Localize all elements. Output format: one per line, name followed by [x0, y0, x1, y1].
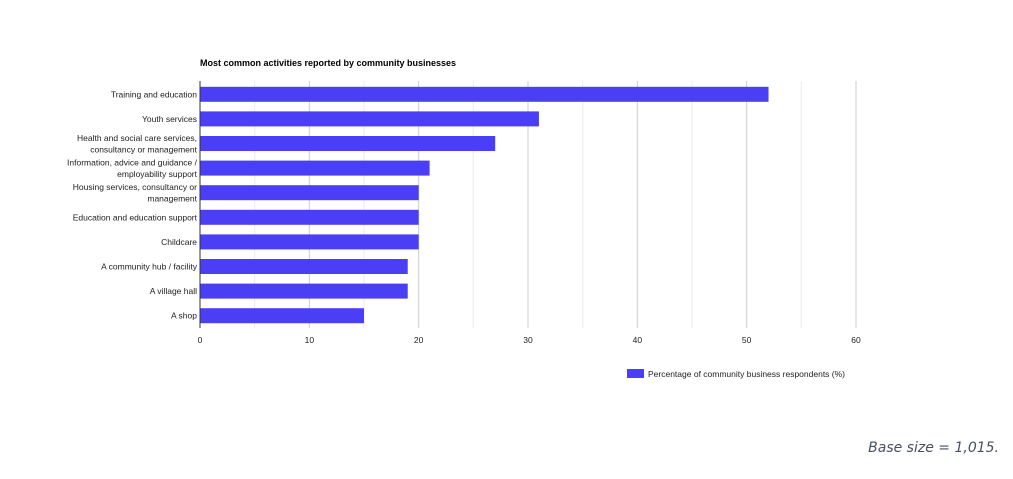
category-label: Housing services, consultancy or manageme…: [73, 182, 198, 204]
bar: [200, 136, 496, 151]
category-label: Health and social care services, consulta…: [77, 133, 198, 155]
category-label: Information, advice and guidance / employ…: [67, 157, 198, 179]
bar: [200, 185, 419, 201]
category-label: A community hub / facility: [101, 262, 198, 272]
x-tick-label: 40: [633, 335, 643, 345]
category-label: Childcare: [161, 237, 197, 247]
bar: [200, 259, 408, 274]
bar: [200, 209, 419, 225]
bar: [200, 308, 364, 324]
base-size-note: Base size = 1,015.: [868, 440, 999, 456]
category-label: Training and education: [111, 89, 197, 99]
bar: [200, 283, 408, 299]
category-label: A village hall: [150, 286, 197, 296]
x-tick-label: 0: [198, 335, 203, 345]
bars: [200, 86, 769, 324]
bar: [200, 86, 769, 102]
category-labels: Training and education Youth services Heal…: [67, 89, 198, 320]
category-label: Education and education support: [73, 212, 198, 222]
bar: [200, 234, 419, 250]
legend-swatch: [627, 369, 644, 378]
bar: [200, 111, 539, 127]
legend-label: Percentage of community business respond…: [648, 369, 845, 379]
legend: Percentage of community business respond…: [627, 369, 845, 379]
x-tick-label: 60: [851, 335, 861, 345]
x-tick-label: 20: [414, 335, 424, 345]
category-label: A shop: [171, 311, 197, 321]
bar: [200, 160, 430, 176]
x-axis-ticks: 0 10 20 30 40 50 60: [198, 335, 861, 345]
x-tick-label: 50: [742, 335, 752, 345]
x-tick-label: 10: [305, 335, 315, 345]
category-label: Youth services: [142, 114, 197, 124]
chart-title: Most common activities reported by commu…: [200, 58, 456, 68]
x-tick-label: 30: [523, 335, 533, 345]
